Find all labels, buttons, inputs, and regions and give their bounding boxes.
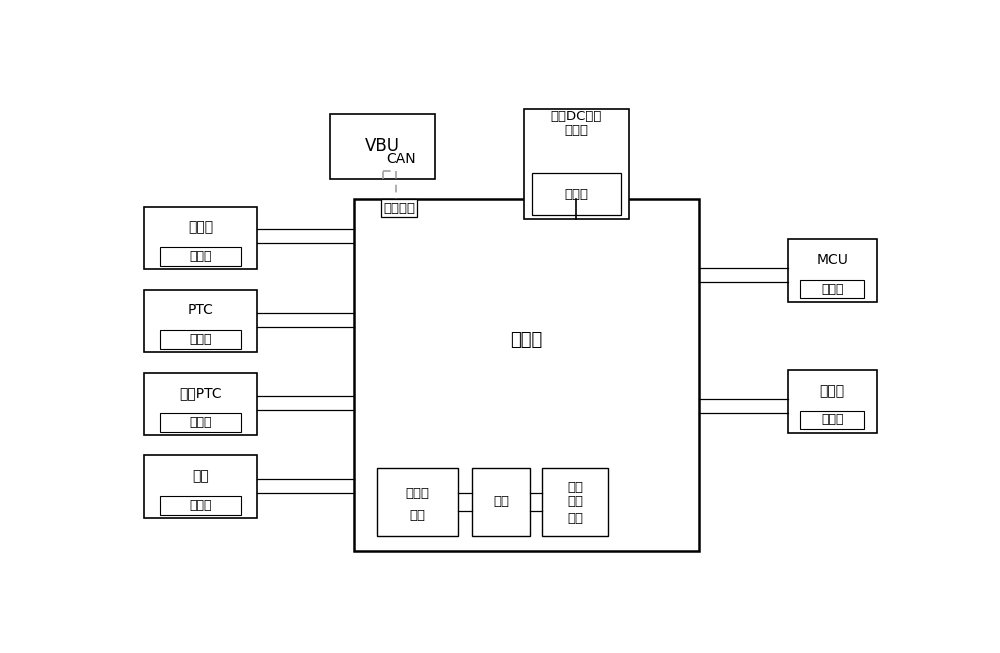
Text: VBU: VBU xyxy=(365,137,400,155)
Bar xyxy=(330,114,435,179)
Text: 传感器: 传感器 xyxy=(189,333,212,346)
Text: 传感器: 传感器 xyxy=(189,250,212,263)
Text: 开关: 开关 xyxy=(493,496,509,509)
Text: 声音: 声音 xyxy=(567,481,583,494)
Bar xyxy=(800,280,864,298)
Text: 压缩机: 压缩机 xyxy=(188,220,213,234)
Bar xyxy=(160,330,241,349)
Bar xyxy=(160,496,241,515)
Text: 传感器: 传感器 xyxy=(821,283,843,296)
Text: 电池包: 电池包 xyxy=(820,384,845,398)
Bar xyxy=(377,468,458,536)
Bar xyxy=(800,411,864,429)
Bar xyxy=(788,239,877,302)
Text: 低压插件: 低压插件 xyxy=(383,202,415,215)
Text: 加热PTC: 加热PTC xyxy=(179,386,222,400)
Text: 充电DC二合: 充电DC二合 xyxy=(551,110,602,123)
Text: MCU: MCU xyxy=(816,253,848,267)
Text: CAN: CAN xyxy=(387,152,416,167)
Bar xyxy=(354,199,698,551)
Text: 中央处: 中央处 xyxy=(406,487,430,500)
Text: 传感器: 传感器 xyxy=(821,413,843,426)
Bar xyxy=(532,173,621,215)
Text: 高压盒: 高压盒 xyxy=(510,331,542,349)
Text: 装置: 装置 xyxy=(567,512,583,525)
Bar xyxy=(524,108,629,219)
Bar xyxy=(160,247,241,266)
Bar xyxy=(144,456,257,518)
Text: PTC: PTC xyxy=(188,303,214,317)
Bar xyxy=(144,372,257,436)
Bar xyxy=(542,468,608,536)
Bar xyxy=(144,206,257,270)
Bar xyxy=(160,413,241,432)
Text: 快充: 快充 xyxy=(192,470,209,483)
Text: 理器: 理器 xyxy=(410,509,426,522)
Bar xyxy=(144,289,257,353)
Text: 传感器: 传感器 xyxy=(189,499,212,512)
Text: 传感器: 传感器 xyxy=(564,187,588,200)
Text: 一总成: 一总成 xyxy=(564,123,588,136)
Bar xyxy=(788,370,877,433)
Text: 警报: 警报 xyxy=(567,496,583,509)
Bar xyxy=(472,468,530,536)
Text: 传感器: 传感器 xyxy=(189,416,212,429)
